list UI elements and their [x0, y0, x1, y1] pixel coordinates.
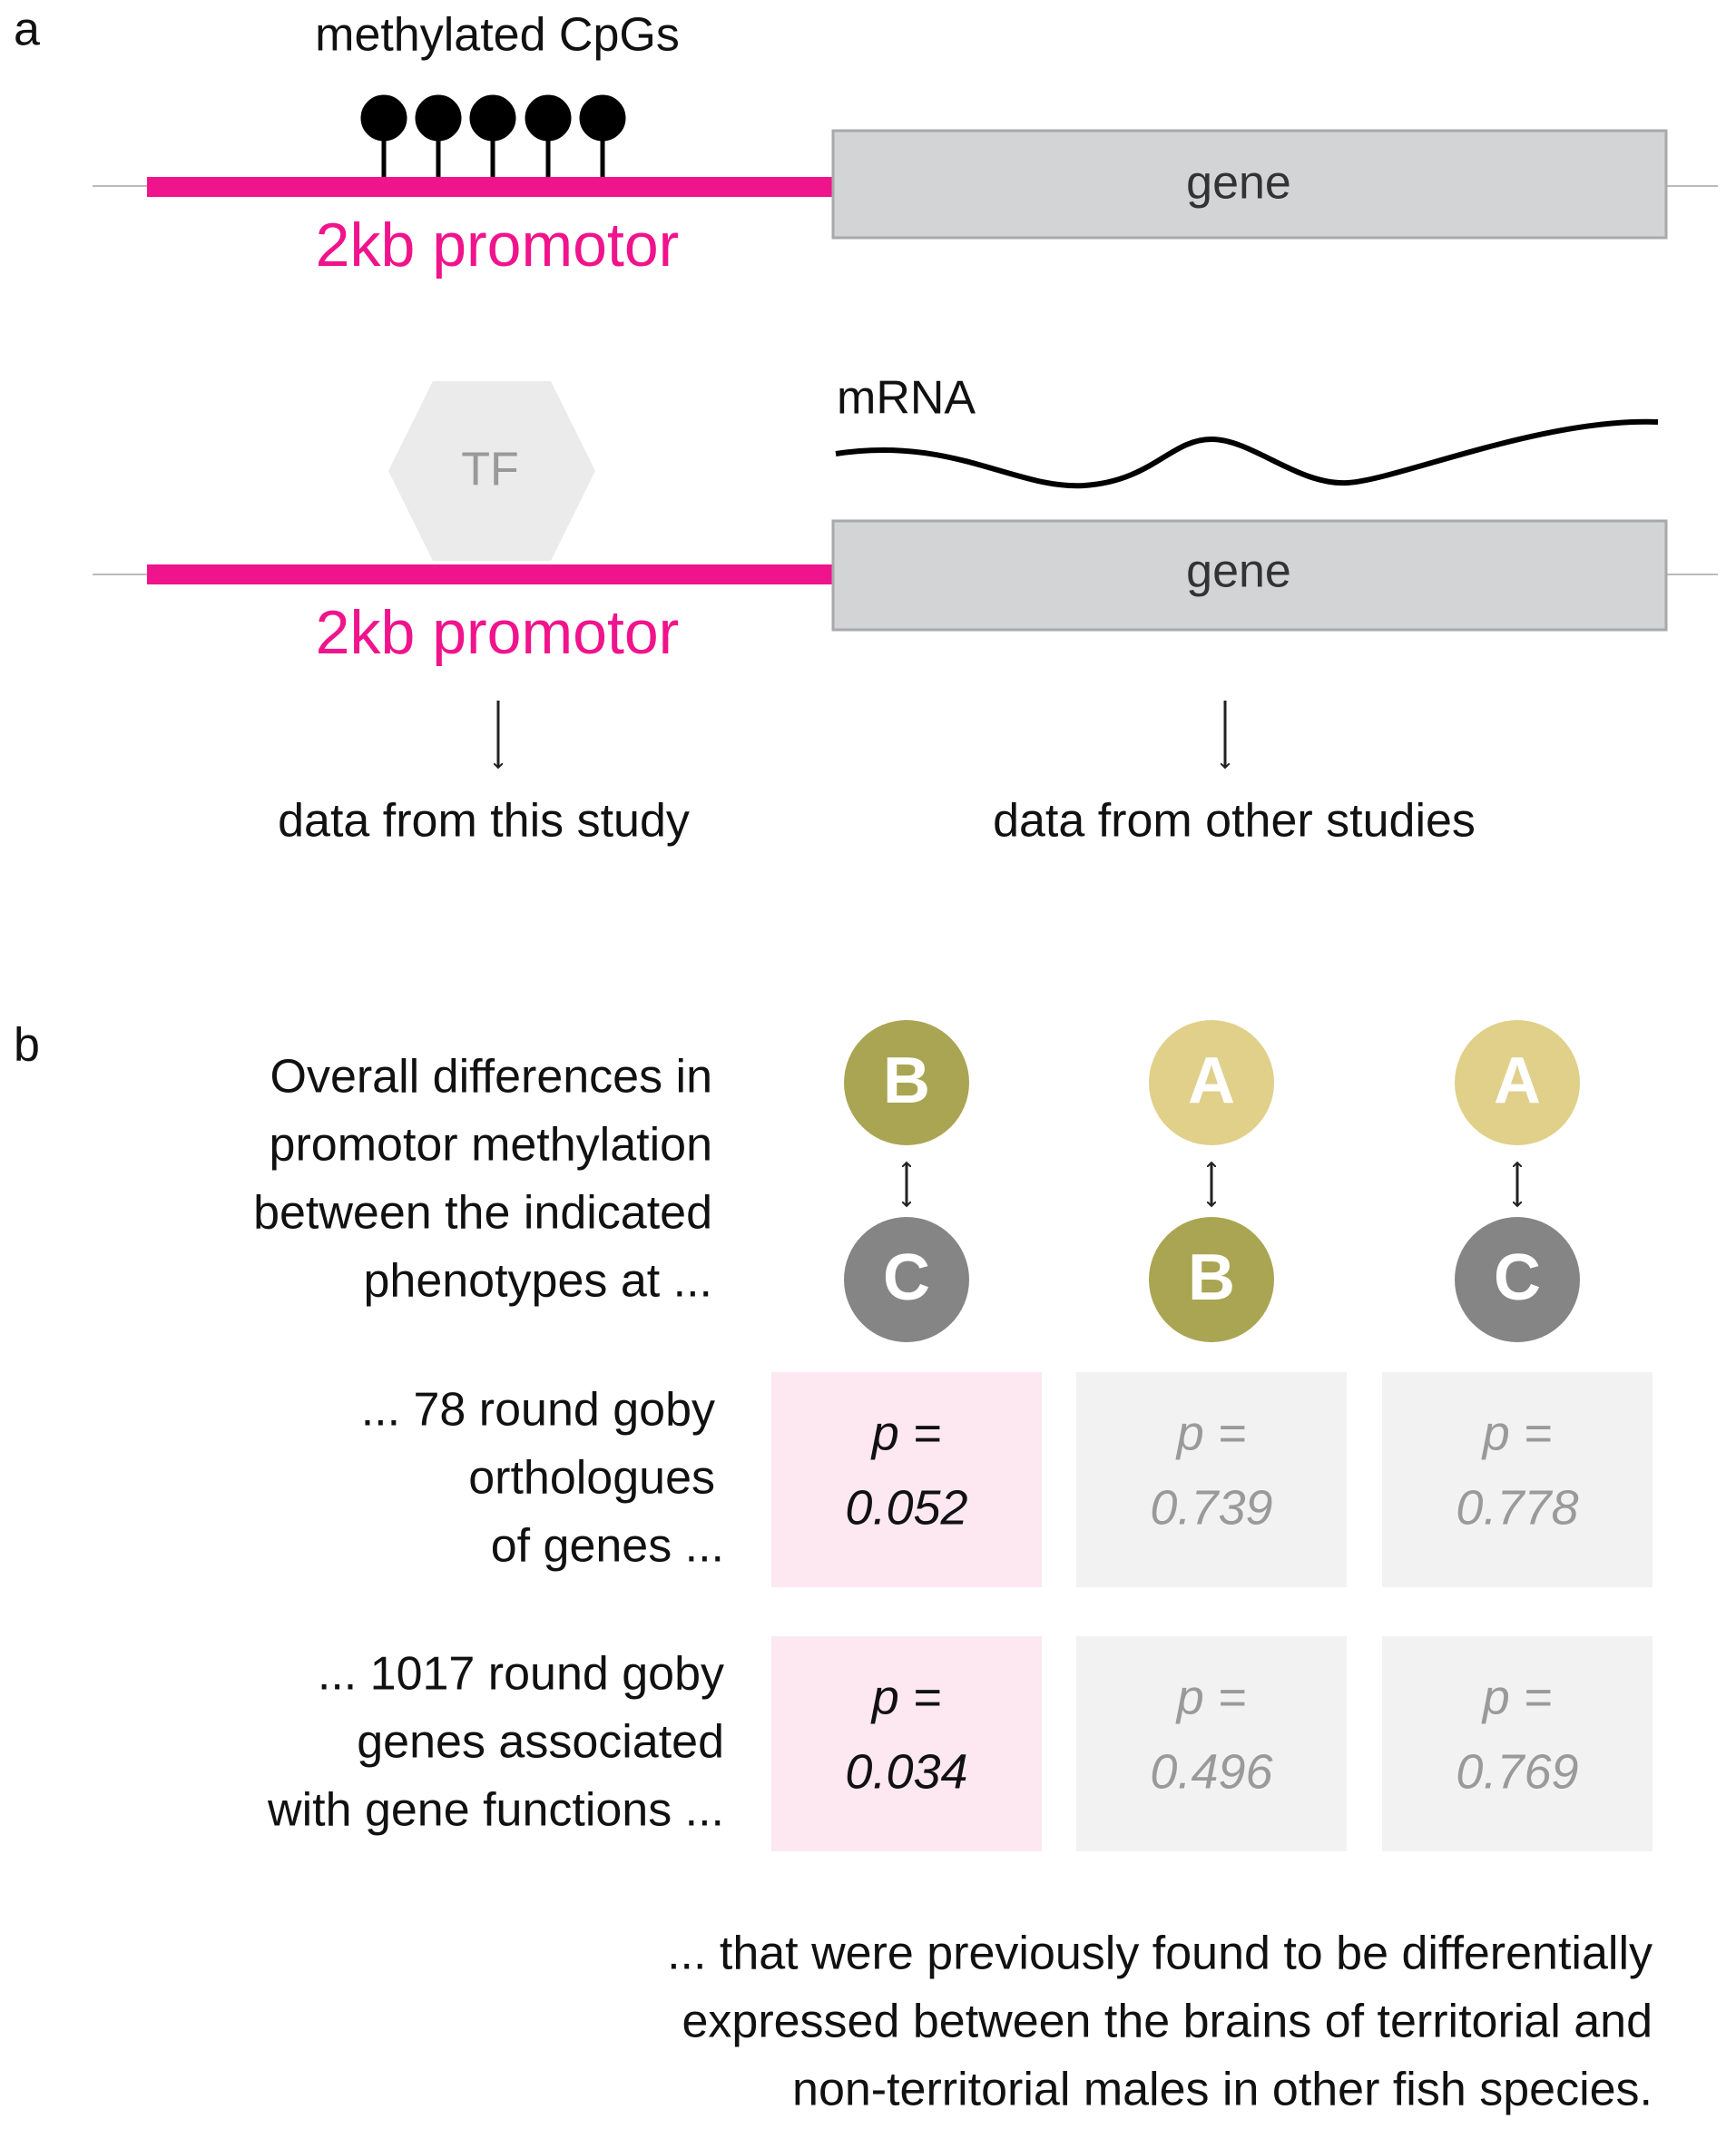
p-value: 0.739	[1150, 1480, 1272, 1535]
lollipops	[360, 94, 626, 178]
promotor-bar	[147, 177, 835, 197]
phenotype-circle	[1455, 1020, 1580, 1145]
intro-line: phenotypes at ...	[364, 1255, 713, 1308]
cpg-label: methylated CpGs	[315, 9, 680, 62]
mrna-wave	[835, 418, 1659, 489]
p-cell	[1076, 1372, 1347, 1587]
panel-label: b	[14, 1019, 40, 1072]
p-label: p =	[1481, 1406, 1553, 1460]
phenotype-letter: A	[1494, 1045, 1541, 1117]
phenotype-circle	[1149, 1020, 1274, 1145]
intro-line: between the indicated	[253, 1187, 712, 1240]
panel-label: a	[14, 4, 40, 56]
phenotype-circle	[844, 1217, 969, 1342]
gene-box	[831, 129, 1668, 240]
caption: data from other studies	[993, 795, 1476, 848]
promotor-label: 2kb promotor	[316, 211, 680, 280]
row-label: ... 1017 round goby	[318, 1648, 724, 1701]
p-cell	[771, 1372, 1042, 1587]
p-value: 0.034	[845, 1744, 967, 1799]
p-label: p =	[1175, 1670, 1247, 1724]
footer-line: non-territorial males in other fish spec…	[792, 2064, 1653, 2116]
tf-hexagon	[388, 381, 595, 561]
p-label: p =	[1175, 1406, 1247, 1460]
phenotype-circle	[844, 1020, 969, 1145]
phenotype-circle	[1149, 1217, 1274, 1342]
p-cell	[1076, 1636, 1347, 1851]
p-cell	[1382, 1372, 1653, 1587]
footer-line: expressed between the brains of territor…	[682, 1996, 1653, 2048]
p-cell	[771, 1636, 1042, 1851]
phenotype-letter: B	[1188, 1241, 1235, 1314]
phenotype-circle	[1455, 1217, 1580, 1342]
phenotype-letter: A	[1188, 1045, 1235, 1117]
p-value: 0.052	[845, 1480, 967, 1535]
panel-b: Overall differences in promotor methylati…	[253, 1020, 1653, 2116]
row-label: ... 78 round goby	[361, 1384, 715, 1437]
p-label: p =	[870, 1670, 942, 1724]
mrna-label: mRNA	[837, 372, 976, 425]
p-cell	[1382, 1636, 1653, 1851]
intro-line: Overall differences in	[270, 1051, 713, 1104]
p-label: p =	[1481, 1670, 1553, 1724]
row-label: genes associated	[357, 1716, 724, 1769]
row-label: orthologues	[468, 1452, 715, 1505]
p-label: p =	[870, 1406, 942, 1460]
phenotype-letter: C	[1494, 1241, 1541, 1314]
gene-label: gene	[1186, 157, 1291, 210]
intro-line: promotor methylation	[270, 1119, 712, 1172]
caption: data from this study	[278, 795, 690, 848]
footer-line: ... that were previously found to be dif…	[667, 1928, 1653, 1980]
tf-label: TF	[461, 444, 519, 496]
promotor-label: 2kb promotor	[316, 598, 680, 667]
phenotype-letter: C	[883, 1241, 930, 1314]
p-value: 0.496	[1150, 1744, 1273, 1799]
gene-box	[831, 519, 1668, 632]
p-value: 0.778	[1456, 1480, 1578, 1535]
phenotype-letter: B	[883, 1045, 930, 1117]
row-label: with gene functions ...	[267, 1784, 724, 1837]
gene-label: gene	[1186, 545, 1291, 598]
p-value: 0.769	[1456, 1744, 1578, 1799]
row-label: of genes ...	[491, 1520, 724, 1573]
promotor-bar	[147, 564, 835, 584]
